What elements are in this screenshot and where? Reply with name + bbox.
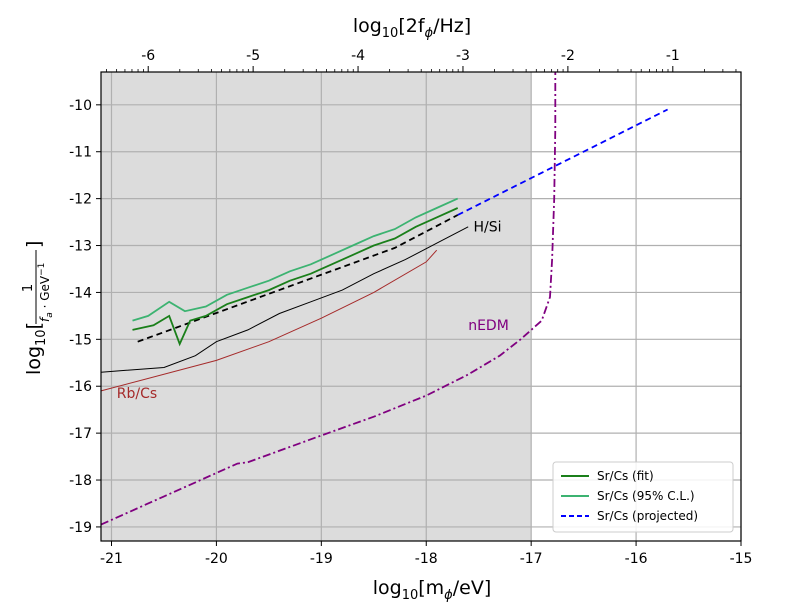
annotations: H/Si nEDM Rb/Cs xyxy=(117,219,509,401)
legend-entry-label: Sr/Cs (projected) xyxy=(597,509,698,523)
series-line-sr-cs-trend xyxy=(137,214,459,343)
annotation-nedm: nEDM xyxy=(468,318,509,334)
legend-entry-label: Sr/Cs (fit) xyxy=(597,469,654,483)
y-tick-label: -19 xyxy=(69,520,92,536)
x-tick-label: -19 xyxy=(310,551,333,567)
annotation-rb-cs: Rb/Cs xyxy=(117,386,157,402)
top-x-tick-label: -6 xyxy=(141,48,155,64)
svg-text:1: 1 xyxy=(21,284,36,292)
x-tick-label: -20 xyxy=(205,551,228,567)
x-tick-label: -16 xyxy=(625,551,648,567)
svg-text:]: ] xyxy=(23,241,45,248)
y-tick-label: -17 xyxy=(69,426,92,442)
x-tick-label: -15 xyxy=(730,551,753,567)
x-axis-label: log10[mϕ/eV] xyxy=(373,577,492,603)
y-tick-label: -16 xyxy=(69,379,92,395)
top-x-axis-label: log10[2fϕ/Hz] xyxy=(353,15,471,41)
series-line-h-si xyxy=(100,226,469,373)
grid xyxy=(101,72,742,541)
top-x-tick-label: -2 xyxy=(561,48,575,64)
series-line-sr-cs-fit- xyxy=(132,207,459,347)
x-tick-label: -21 xyxy=(100,551,123,567)
top-x-tick-label: -5 xyxy=(246,48,260,64)
series-layer xyxy=(100,72,669,526)
y-axis-label: log10[ 1 fa · GeV−1 ] xyxy=(21,241,55,375)
ticks: -21 -20 -19 -18 -17 -16 -15 -19 -18 -17 -16 -15 -14 -… xyxy=(69,48,752,567)
top-x-tick-label: -4 xyxy=(351,48,365,64)
y-tick-label: -18 xyxy=(69,473,92,489)
series-line-sr-cs-95-c-l- xyxy=(132,197,459,322)
svg-text:fa · GeV−1: fa · GeV−1 xyxy=(37,263,55,322)
x-tick-label: -17 xyxy=(520,551,543,567)
series-line-nedm xyxy=(100,72,557,526)
excluded-region xyxy=(101,72,532,541)
top-x-tick-label: -3 xyxy=(456,48,470,64)
top-x-tick-label: -1 xyxy=(666,48,680,64)
y-tick-label: -11 xyxy=(69,145,92,161)
legend-box xyxy=(552,461,734,533)
annotation-h-si: H/Si xyxy=(473,219,501,235)
series-line-sr-cs-projected- xyxy=(457,108,669,216)
svg-text:log10[: log10[ xyxy=(23,322,49,375)
legend: Sr/Cs (fit) Sr/Cs (95% C.L.) Sr/Cs (projec… xyxy=(552,461,734,533)
series-line-rb-cs xyxy=(100,249,438,392)
y-tick-label: -12 xyxy=(69,192,92,208)
y-tick-label: -14 xyxy=(69,285,92,301)
y-tick-label: -13 xyxy=(69,239,92,255)
legend-entry-label: Sr/Cs (95% C.L.) xyxy=(597,489,695,503)
x-tick-label: -18 xyxy=(415,551,438,567)
y-tick-label: -15 xyxy=(69,332,92,348)
excluded-region-fill xyxy=(101,72,532,541)
y-tick-label: -10 xyxy=(69,98,92,114)
